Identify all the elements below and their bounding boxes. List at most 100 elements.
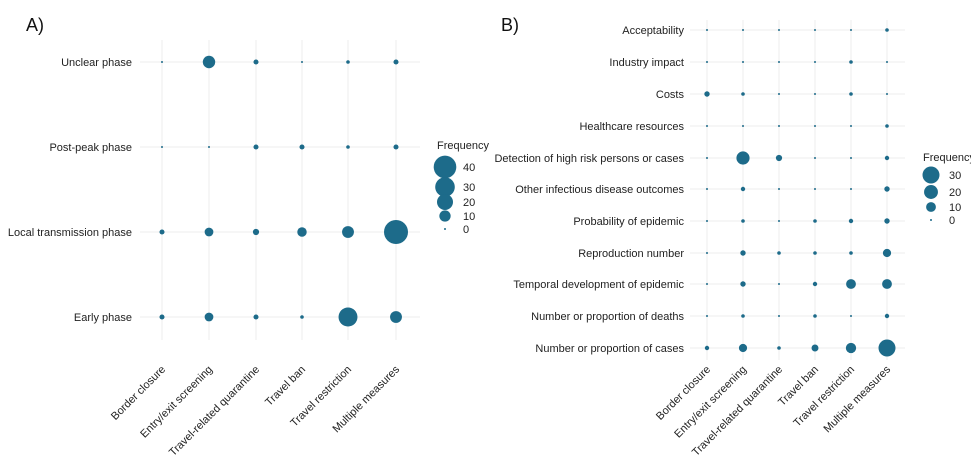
- data-point: [253, 314, 259, 320]
- y-tick-label: Other infectious disease outcomes: [515, 184, 684, 196]
- data-point: [846, 279, 856, 289]
- data-point: [777, 251, 781, 255]
- data-point: [814, 29, 816, 31]
- data-point: [849, 92, 853, 96]
- legend-title: Frequency: [437, 140, 489, 152]
- x-tick-label: Travel restriction: [791, 364, 857, 430]
- data-point: [736, 151, 750, 165]
- data-point: [778, 315, 780, 317]
- data-point: [741, 92, 745, 96]
- panel-label: A): [26, 15, 44, 35]
- data-point: [775, 154, 783, 162]
- data-point: [706, 188, 708, 190]
- data-point: [845, 342, 857, 354]
- y-tick-label: Early phase: [74, 312, 132, 324]
- data-point: [885, 28, 889, 32]
- data-point: [886, 93, 888, 95]
- data-point: [704, 91, 710, 97]
- data-point: [390, 311, 402, 323]
- data-point: [814, 93, 816, 95]
- panel-label: B): [501, 15, 519, 35]
- data-point: [850, 157, 852, 159]
- y-tick-label: Industry impact: [609, 57, 684, 69]
- data-point: [742, 125, 744, 127]
- y-tick-label: Number or proportion of cases: [535, 343, 684, 355]
- x-tick-label: Travel ban: [263, 364, 308, 409]
- data-point: [850, 188, 852, 190]
- legend-label: 30: [949, 170, 961, 182]
- y-tick-label: Reproduction number: [578, 248, 684, 260]
- data-point: [301, 61, 303, 63]
- y-tick-label: Number or proportion of deaths: [531, 311, 684, 323]
- data-point: [811, 344, 819, 352]
- data-point: [814, 61, 816, 63]
- data-point: [850, 315, 852, 317]
- legend-label: 40: [463, 162, 475, 174]
- data-point: [253, 144, 259, 150]
- y-tick-label: Temporal development of epidemic: [513, 279, 684, 291]
- data-point: [778, 61, 780, 63]
- y-tick-label: Healthcare resources: [579, 121, 684, 133]
- y-tick-label: Local transmission phase: [8, 227, 132, 239]
- x-tick-label: Multiple measures: [822, 363, 894, 435]
- legend-key: [930, 219, 932, 221]
- data-point: [706, 220, 708, 222]
- legend-label: 0: [949, 215, 955, 227]
- data-point: [346, 60, 350, 64]
- data-point: [778, 188, 780, 190]
- data-point: [813, 314, 817, 318]
- data-point: [161, 61, 163, 63]
- data-point: [393, 59, 399, 65]
- data-point: [300, 315, 304, 319]
- data-point: [849, 251, 853, 255]
- data-point: [878, 339, 896, 357]
- data-point: [342, 226, 354, 238]
- data-point: [297, 227, 307, 237]
- data-point: [884, 155, 890, 161]
- legend-title: Frequency: [923, 152, 971, 164]
- data-point: [384, 220, 408, 244]
- legend-label: 10: [463, 211, 475, 223]
- data-point: [882, 248, 892, 258]
- legend-label: 20: [949, 187, 961, 199]
- data-point: [885, 124, 889, 128]
- y-tick-label: Probability of epidemic: [573, 216, 684, 228]
- data-point: [208, 146, 210, 148]
- data-point: [299, 144, 305, 150]
- data-point: [706, 283, 708, 285]
- data-point: [202, 55, 216, 69]
- data-point: [850, 29, 852, 31]
- data-point: [814, 188, 816, 190]
- data-point: [338, 307, 358, 327]
- data-point: [740, 281, 746, 287]
- data-point: [742, 29, 744, 31]
- data-point: [886, 61, 888, 63]
- data-point: [204, 227, 214, 237]
- y-tick-label: Costs: [656, 89, 685, 101]
- data-point: [884, 313, 890, 319]
- data-point: [882, 279, 892, 289]
- data-point: [252, 228, 260, 236]
- data-point: [740, 250, 746, 256]
- data-point: [814, 157, 816, 159]
- data-point: [706, 252, 708, 254]
- data-point: [884, 186, 890, 192]
- data-point: [346, 145, 350, 149]
- data-point: [849, 60, 853, 64]
- legend-key: [444, 228, 446, 230]
- data-point: [814, 125, 816, 127]
- data-point: [884, 218, 890, 224]
- y-tick-label: Acceptability: [622, 25, 684, 37]
- legend-key: [435, 177, 455, 197]
- data-point: [813, 219, 817, 223]
- data-point: [706, 61, 708, 63]
- data-point: [706, 157, 708, 159]
- data-point: [741, 314, 745, 318]
- data-point: [777, 346, 781, 350]
- data-point: [393, 144, 399, 150]
- y-tick-label: Unclear phase: [61, 57, 132, 69]
- y-tick-label: Detection of high risk persons or cases: [494, 153, 684, 165]
- data-point: [778, 283, 780, 285]
